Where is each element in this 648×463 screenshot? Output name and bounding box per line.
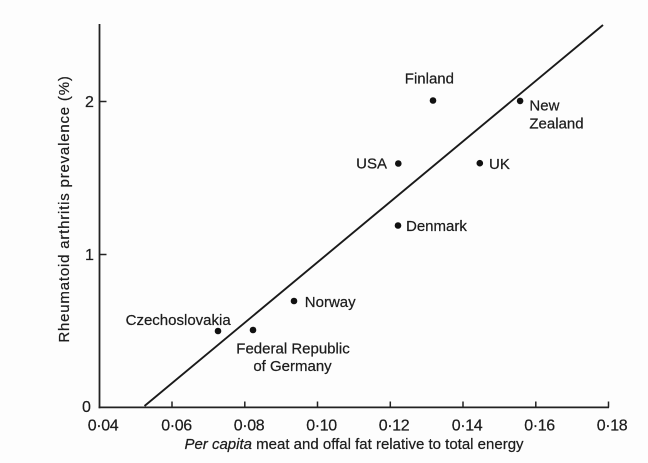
svg-text:0·12: 0·12 bbox=[379, 418, 410, 435]
svg-text:0·06: 0·06 bbox=[161, 418, 192, 435]
svg-text:0: 0 bbox=[82, 399, 91, 416]
svg-text:2: 2 bbox=[85, 94, 94, 111]
svg-text:0·10: 0·10 bbox=[306, 418, 337, 435]
svg-text:Czechoslovakia: Czechoslovakia bbox=[126, 312, 232, 329]
svg-text:New: New bbox=[529, 98, 559, 115]
svg-text:Denmark: Denmark bbox=[406, 218, 467, 235]
svg-text:0·08: 0·08 bbox=[234, 418, 265, 435]
svg-text:Finland: Finland bbox=[405, 70, 454, 87]
svg-text:Zealand: Zealand bbox=[529, 116, 583, 133]
svg-text:0·14: 0·14 bbox=[452, 418, 483, 435]
svg-text:1: 1 bbox=[85, 247, 94, 264]
svg-text:UK: UK bbox=[489, 156, 510, 173]
svg-text:Federal Republic: Federal Republic bbox=[236, 340, 350, 357]
svg-text:Norway: Norway bbox=[305, 294, 356, 311]
svg-text:USA: USA bbox=[356, 155, 387, 172]
svg-text:0·18: 0·18 bbox=[597, 418, 628, 435]
svg-text:Per capita meat and offal fat: Per capita meat and offal fat relative t… bbox=[184, 436, 524, 453]
svg-text:Rheumatoid arthritis prevalenc: Rheumatoid arthritis prevalence (%) bbox=[56, 75, 73, 342]
svg-text:0·16: 0·16 bbox=[524, 418, 555, 435]
svg-text:of Germany: of Germany bbox=[253, 358, 332, 375]
svg-text:0·04: 0·04 bbox=[88, 418, 119, 435]
